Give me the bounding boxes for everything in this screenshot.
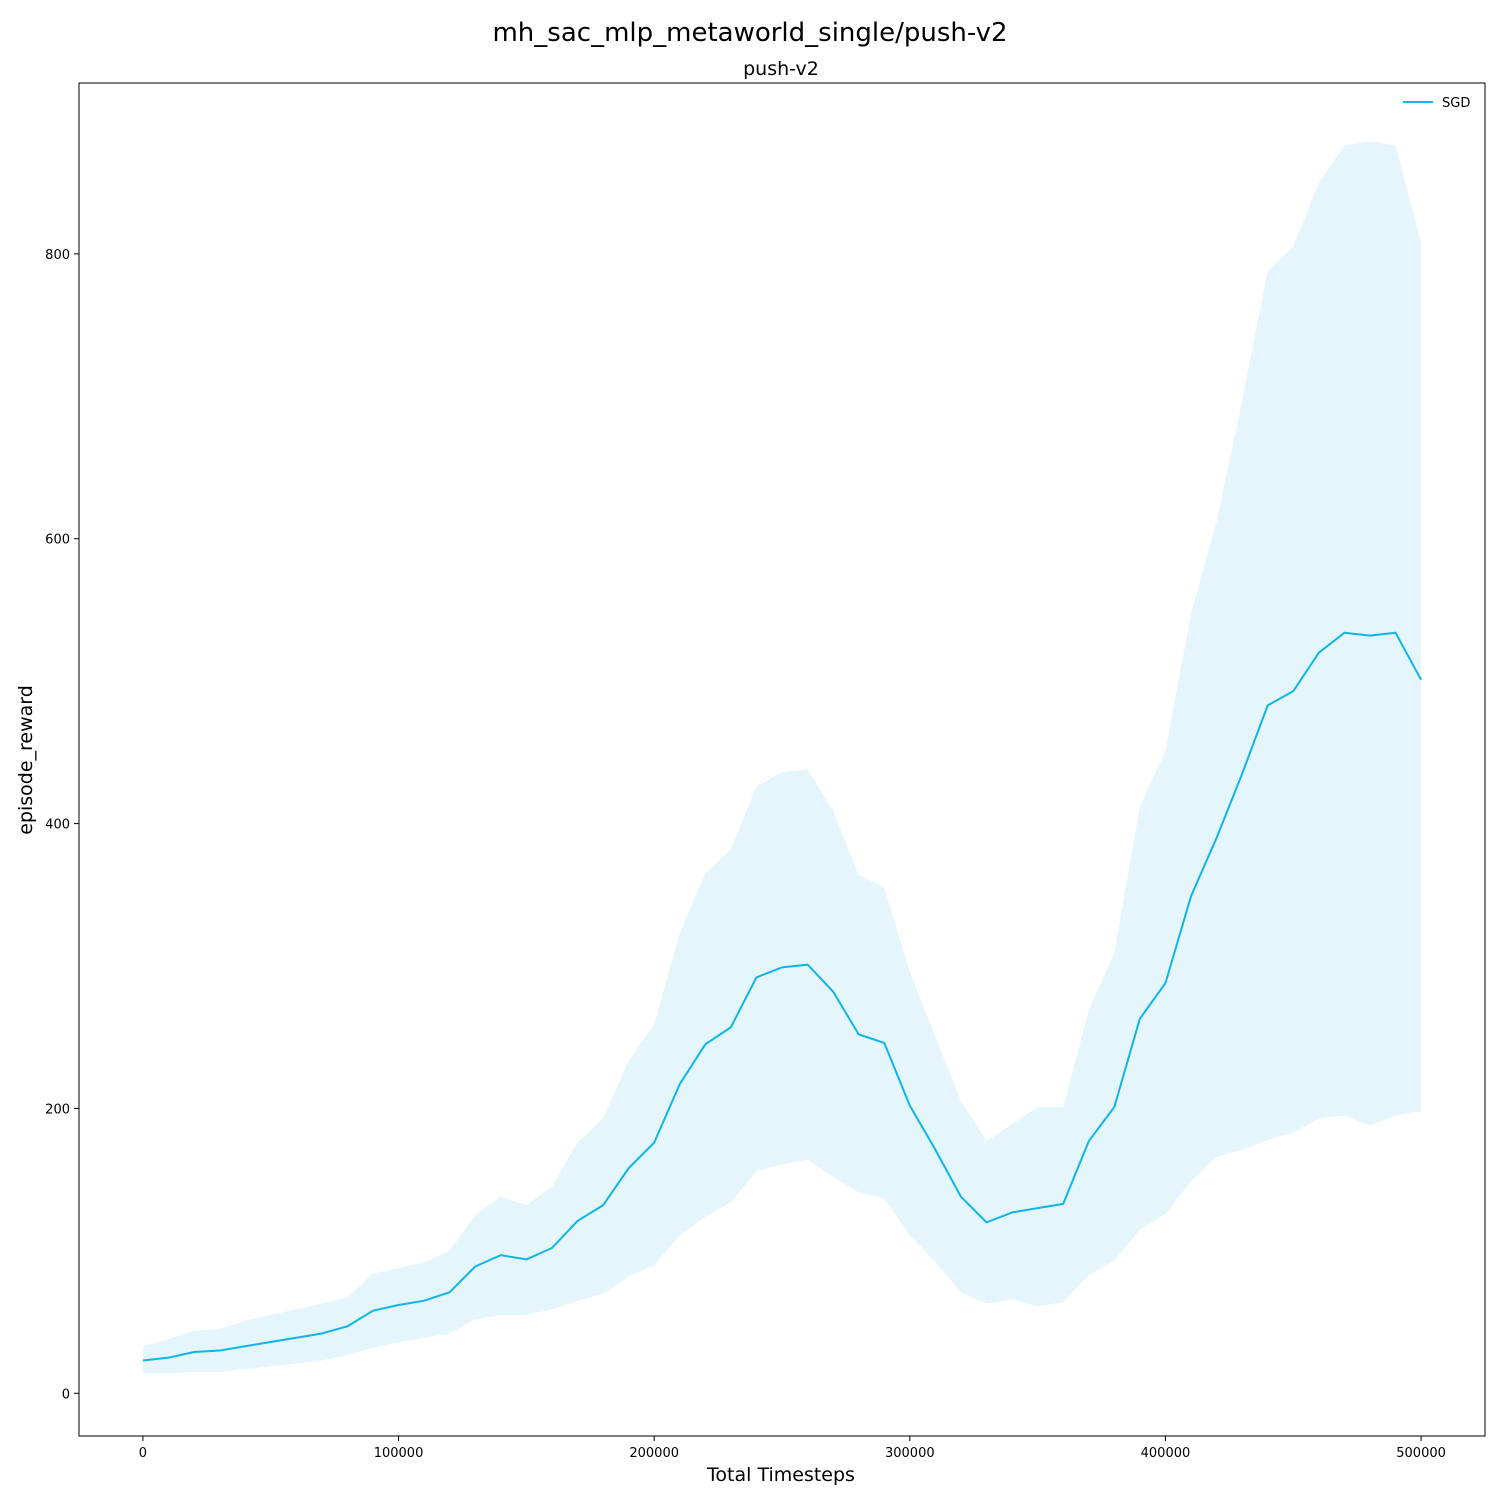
- x-tick-label: 100000: [374, 1446, 424, 1461]
- x-tick-label: 0: [139, 1446, 147, 1461]
- x-tick-label: 200000: [629, 1446, 679, 1461]
- x-tick-label: 400000: [1141, 1446, 1191, 1461]
- y-tick-label: 400: [45, 818, 70, 833]
- x-axis-label: Total Timesteps: [706, 1464, 855, 1486]
- legend-label-sgd: SGD: [1442, 96, 1470, 111]
- y-tick-label: 0: [62, 1387, 70, 1402]
- confidence-band-layer: [142, 141, 1422, 1374]
- plot-area: [142, 141, 1422, 1374]
- series-line-sgd: [142, 631, 1422, 1362]
- chart-title: push-v2: [743, 58, 819, 80]
- y-tick-label: 200: [45, 1102, 70, 1117]
- y-axis-label: episode_reward: [15, 685, 37, 835]
- x-tick-label: 300000: [885, 1446, 935, 1461]
- y-axis-ticks: 0 200 400 600 800: [45, 248, 79, 1402]
- legend: SGD: [1403, 96, 1470, 111]
- x-tick-label: 500000: [1396, 1446, 1446, 1461]
- confidence-band-sgd: [142, 141, 1422, 1374]
- y-tick-label: 600: [45, 533, 70, 548]
- figure-title: mh_sac_mlp_metaworld_single/push-v2: [492, 18, 1007, 48]
- plot-frame: [78, 82, 1486, 1437]
- series-line-layer: [142, 631, 1422, 1362]
- y-tick-label: 800: [45, 248, 70, 263]
- x-axis-ticks: 0 100000 200000 300000 400000 500000: [139, 1436, 1446, 1461]
